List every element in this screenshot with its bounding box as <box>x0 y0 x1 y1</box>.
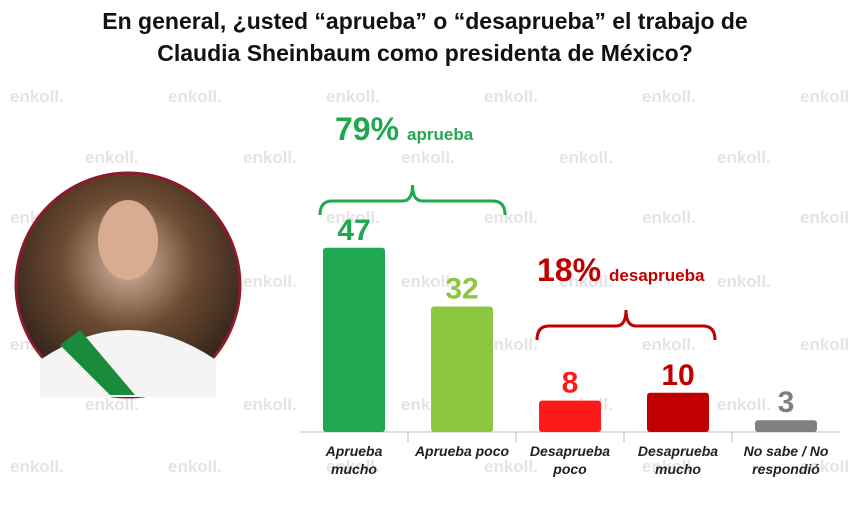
watermark: enkoll. <box>717 272 771 291</box>
watermark: enkoll. <box>85 148 139 167</box>
watermark: enkoll. <box>800 457 850 476</box>
watermark: enkoll. <box>326 208 380 227</box>
value-label: 47 <box>337 214 370 247</box>
bar <box>539 400 601 432</box>
watermark: enkoll. <box>484 457 538 476</box>
watermark: enkoll. <box>10 457 64 476</box>
portrait-face <box>98 200 158 280</box>
watermark: enkoll. <box>168 87 222 106</box>
value-label: 32 <box>445 273 478 306</box>
watermark: enkoll. <box>243 148 297 167</box>
x-tick-label: Aprueba poco <box>414 443 510 459</box>
bar <box>647 392 709 432</box>
watermark: enkoll. <box>559 148 613 167</box>
watermark: enkoll. <box>484 208 538 227</box>
x-tick-label: Aprueba mucho <box>325 443 383 477</box>
watermark: enkoll. <box>642 87 696 106</box>
watermark: enkoll. <box>243 272 297 291</box>
watermark: enkoll. <box>559 272 613 291</box>
chart-title: En general, ¿usted “aprueba” o “desaprue… <box>102 8 748 34</box>
watermark: enkoll. <box>10 87 64 106</box>
watermark: enkoll. <box>401 272 455 291</box>
watermark: enkoll. <box>717 395 771 414</box>
bar <box>431 306 493 432</box>
annotation-value: 18% desaprueba <box>537 252 705 288</box>
annotation-value: 79% aprueba <box>335 111 474 147</box>
watermark: enkoll. <box>401 148 455 167</box>
watermark: enkoll. <box>800 208 850 227</box>
annotation-text: aprueba <box>407 125 474 144</box>
watermark: enkoll. <box>484 335 538 354</box>
value-label: 8 <box>562 367 579 400</box>
value-label: 3 <box>778 386 795 419</box>
portrait-sash <box>60 330 135 395</box>
watermark: enkoll. <box>642 457 696 476</box>
annotation-value: 79% <box>335 111 399 147</box>
annotation-value: 18% <box>537 252 601 288</box>
watermark: enkoll. <box>484 87 538 106</box>
value-label: 10 <box>661 359 694 392</box>
bar <box>755 420 817 432</box>
x-tick-label: No sabe / No respondió <box>743 443 829 477</box>
watermark: enkoll. <box>326 457 380 476</box>
brace <box>318 184 507 216</box>
watermark: enkoll. <box>85 395 139 414</box>
watermark: enkoll. <box>800 87 850 106</box>
x-tick-label: Desaprueba poco <box>529 443 611 477</box>
bar <box>323 247 385 432</box>
x-tick-label: Desaprueba mucho <box>637 443 719 477</box>
chart-title: Claudia Sheinbaum como presidenta de Méx… <box>157 40 693 66</box>
annotation-text: desaprueba <box>609 266 705 285</box>
watermark: enkoll. <box>243 395 297 414</box>
watermark: enkoll. <box>168 457 222 476</box>
brace <box>535 309 717 341</box>
watermark: enkoll. <box>642 335 696 354</box>
watermark: enkoll. <box>642 208 696 227</box>
watermark: enkoll. <box>717 148 771 167</box>
watermark: enkoll. <box>800 335 850 354</box>
watermark: enkoll. <box>326 87 380 106</box>
